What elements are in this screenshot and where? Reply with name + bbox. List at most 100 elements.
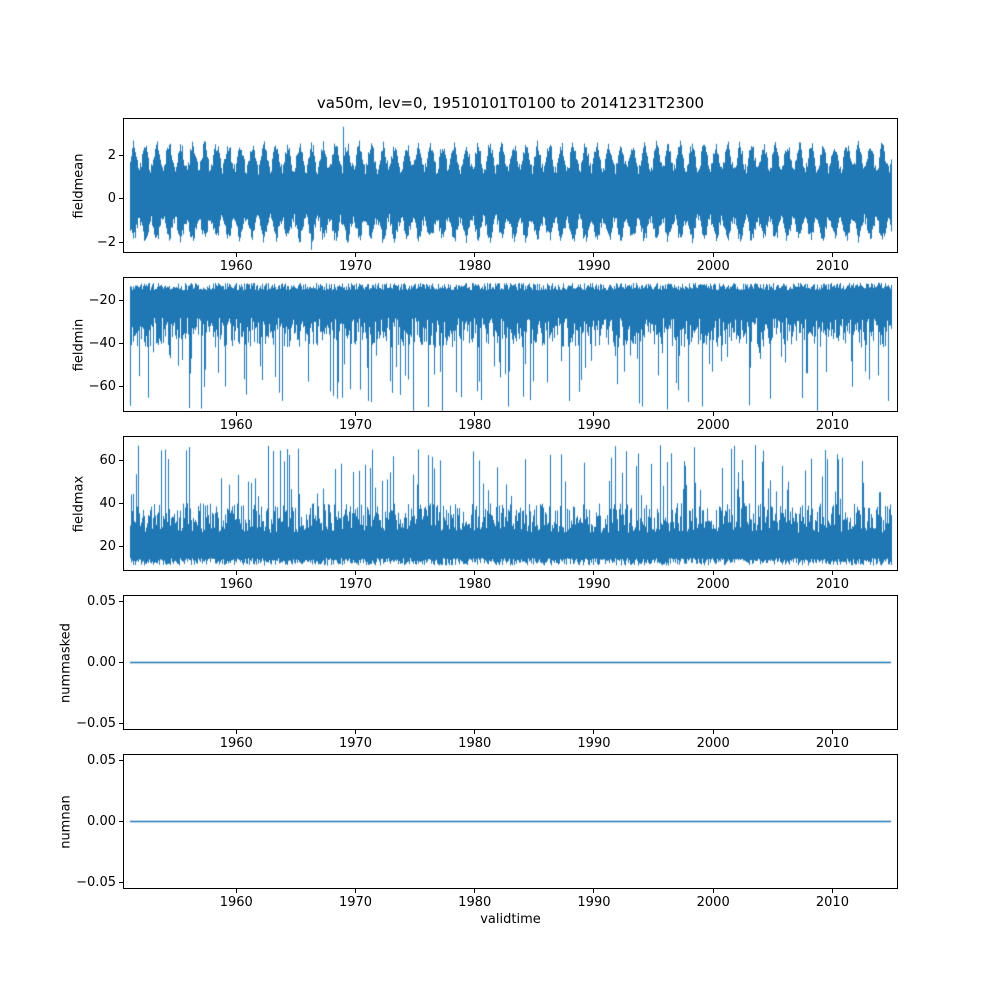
x-tick-label: 1960 xyxy=(219,895,253,910)
x-tick-mark xyxy=(355,889,356,893)
x-tick-label: 1970 xyxy=(338,418,373,433)
x-tick-mark xyxy=(831,889,833,893)
y-tick-label: −2 xyxy=(96,234,116,250)
x-tick-mark xyxy=(831,412,833,416)
x-tick-label: 1980 xyxy=(458,895,492,910)
y-tick-mark xyxy=(119,723,123,725)
y-tick-label: 0.05 xyxy=(87,593,116,609)
x-tick-label: 1960 xyxy=(219,259,253,274)
x-tick-label: 1980 xyxy=(458,736,492,751)
axes-fieldmin xyxy=(123,277,898,412)
y-tick-mark xyxy=(119,662,123,663)
y-tick-label: −20 xyxy=(88,292,116,308)
y-tick-mark xyxy=(119,154,123,156)
axes-fieldmax xyxy=(123,436,898,571)
x-tick-mark xyxy=(355,253,356,257)
y-tick-label: 0.00 xyxy=(87,814,116,829)
y-tick-mark xyxy=(119,241,123,243)
plot-line-nummasked xyxy=(124,596,897,729)
x-tick-mark xyxy=(712,730,714,734)
x-tick-label: 1980 xyxy=(458,418,492,433)
x-tick-mark xyxy=(355,412,356,416)
x-tick-mark xyxy=(712,253,714,257)
x-tick-mark xyxy=(355,571,356,575)
x-tick-mark xyxy=(593,412,595,416)
x-tick-mark xyxy=(593,571,595,575)
x-tick-label: 2000 xyxy=(696,577,730,592)
x-tick-label: 2010 xyxy=(815,895,849,910)
x-tick-label: 2000 xyxy=(696,895,730,910)
y-tick-mark xyxy=(119,502,123,504)
y-tick-label: 60 xyxy=(99,452,116,468)
x-tick-mark xyxy=(235,571,237,575)
y-tick-mark xyxy=(119,299,123,301)
x-tick-label: 1960 xyxy=(219,577,253,592)
y-tick-mark xyxy=(119,342,123,344)
x-tick-label: 1970 xyxy=(338,736,373,751)
x-tick-mark xyxy=(474,889,476,893)
x-tick-label: 1990 xyxy=(577,418,611,433)
x-tick-mark xyxy=(712,412,714,416)
y-tick-label: 40 xyxy=(99,495,116,511)
x-axis-label: validtime xyxy=(480,912,541,927)
x-tick-mark xyxy=(474,730,476,734)
x-tick-mark xyxy=(831,730,833,734)
x-tick-mark xyxy=(831,571,833,575)
x-tick-mark xyxy=(593,730,595,734)
y-tick-mark xyxy=(119,882,123,884)
y-tick-label: −40 xyxy=(88,335,116,351)
x-tick-label: 1970 xyxy=(338,259,373,274)
x-tick-mark xyxy=(593,889,595,893)
x-tick-label: 1970 xyxy=(338,895,373,910)
y-tick-label: 0 xyxy=(107,191,116,207)
x-tick-mark xyxy=(593,253,595,257)
x-tick-mark xyxy=(235,730,237,734)
chart-title: va50m, lev=0, 19510101T0100 to 20141231T… xyxy=(316,94,705,112)
x-tick-mark xyxy=(474,253,476,257)
y-tick-label: −60 xyxy=(88,378,116,394)
x-tick-label: 2000 xyxy=(696,259,730,274)
x-tick-label: 1990 xyxy=(577,577,611,592)
axes-numnan xyxy=(123,754,898,889)
y-tick-label: −0.05 xyxy=(76,875,116,891)
y-tick-mark xyxy=(119,198,123,200)
y-tick-mark xyxy=(119,545,123,547)
plot-line-fieldmax xyxy=(124,437,897,570)
x-tick-mark xyxy=(355,730,356,734)
x-tick-label: 2000 xyxy=(696,418,730,433)
y-tick-label: 20 xyxy=(99,538,116,554)
x-tick-mark xyxy=(235,253,237,257)
x-tick-label: 1990 xyxy=(577,736,611,751)
x-tick-label: 2010 xyxy=(815,418,849,433)
plot-line-fieldmin xyxy=(124,278,897,411)
y-tick-label: −0.05 xyxy=(76,716,116,732)
x-tick-mark xyxy=(474,412,476,416)
x-tick-label: 1970 xyxy=(338,577,373,592)
x-tick-label: 2000 xyxy=(696,736,730,751)
x-tick-mark xyxy=(474,571,476,575)
x-tick-label: 2010 xyxy=(815,259,849,274)
y-tick-mark xyxy=(119,759,123,761)
axes-fieldmean xyxy=(123,118,898,253)
y-tick-mark xyxy=(119,385,123,387)
y-tick-mark xyxy=(119,821,123,822)
x-tick-mark xyxy=(235,412,237,416)
plot-line-numnan xyxy=(124,755,897,888)
y-tick-label: 2 xyxy=(107,147,116,163)
y-tick-mark xyxy=(119,600,123,602)
x-tick-mark xyxy=(712,889,714,893)
x-tick-label: 2010 xyxy=(815,736,849,751)
x-tick-label: 2010 xyxy=(815,577,849,592)
plot-line-fieldmean xyxy=(124,119,897,252)
x-tick-mark xyxy=(235,889,237,893)
x-tick-label: 1960 xyxy=(219,418,253,433)
axes-nummasked xyxy=(123,595,898,730)
x-tick-label: 1980 xyxy=(458,577,492,592)
x-tick-mark xyxy=(712,571,714,575)
x-tick-label: 1990 xyxy=(577,895,611,910)
x-tick-mark xyxy=(831,253,833,257)
y-tick-mark xyxy=(119,459,123,461)
y-tick-label: 0.00 xyxy=(87,655,116,670)
x-tick-label: 1990 xyxy=(577,259,611,274)
